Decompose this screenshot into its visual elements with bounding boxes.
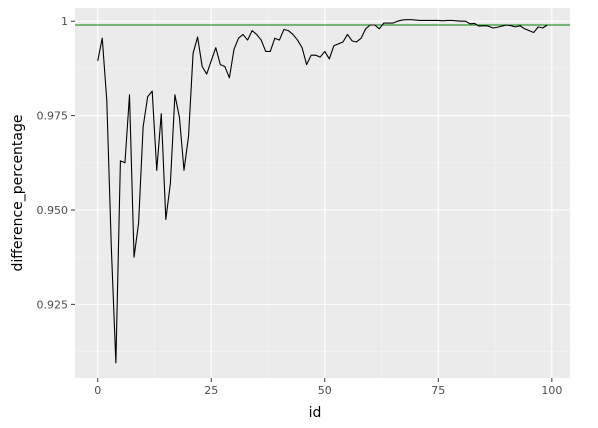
y-tick-label: 0.950 xyxy=(37,204,69,217)
y-axis-ticks: 0.925 0.950 0.975 1 xyxy=(37,15,76,311)
y-axis-title: difference_percentage xyxy=(10,115,26,272)
plot-panel xyxy=(75,8,570,378)
x-axis-ticks: 0 25 50 75 100 xyxy=(94,378,562,397)
x-tick-label: 100 xyxy=(541,384,562,397)
y-tick-label: 1 xyxy=(61,15,68,28)
x-axis-title: id xyxy=(309,405,322,421)
y-tick-label: 0.975 xyxy=(37,110,69,123)
x-tick-label: 0 xyxy=(94,384,101,397)
x-tick-label: 75 xyxy=(431,384,445,397)
x-tick-label: 50 xyxy=(318,384,332,397)
y-tick-label: 0.925 xyxy=(37,298,69,311)
x-tick-label: 25 xyxy=(204,384,218,397)
